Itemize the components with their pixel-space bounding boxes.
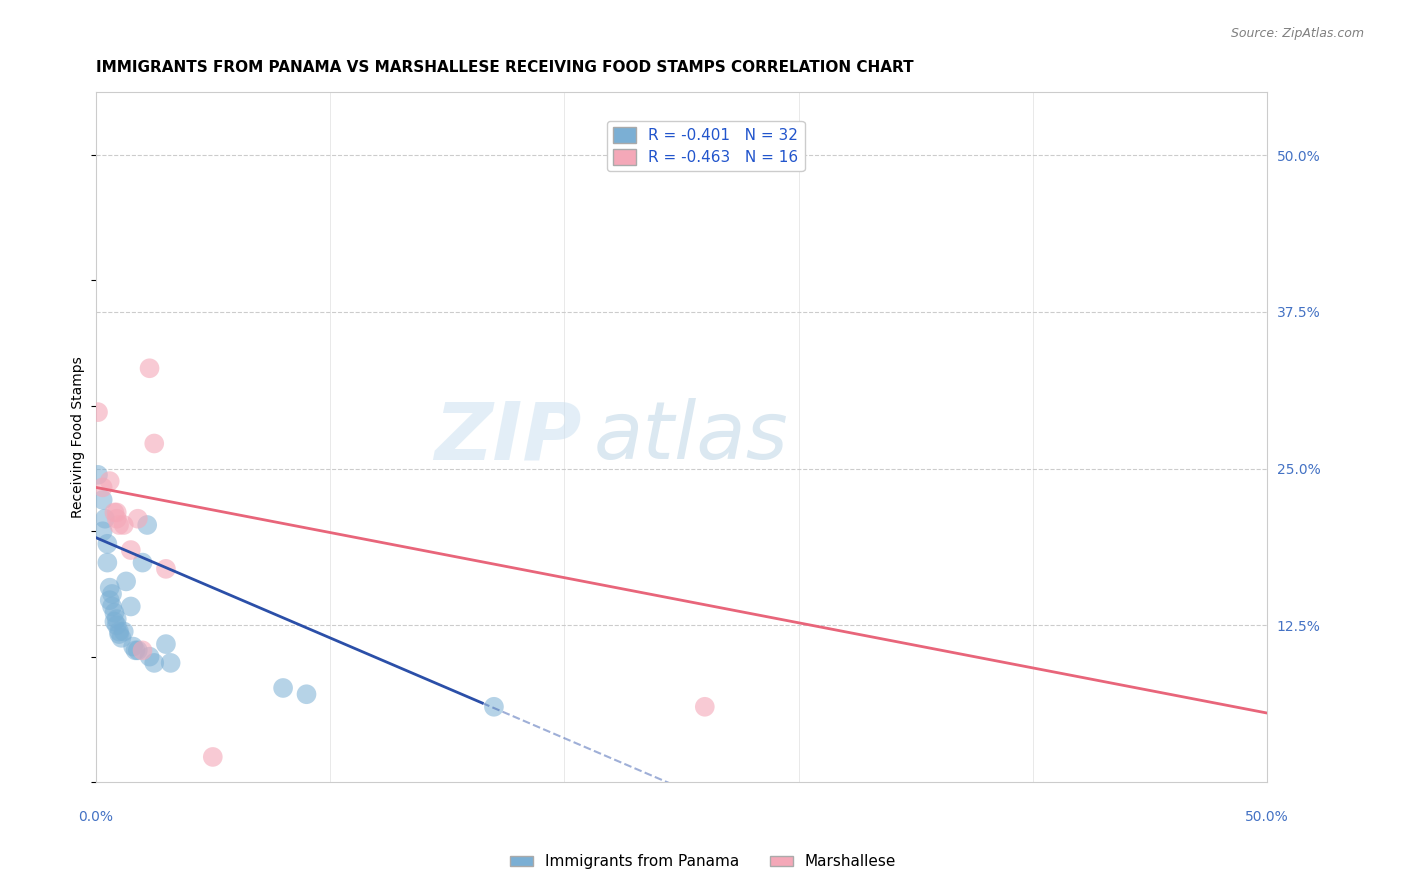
Text: IMMIGRANTS FROM PANAMA VS MARSHALLESE RECEIVING FOOD STAMPS CORRELATION CHART: IMMIGRANTS FROM PANAMA VS MARSHALLESE RE… <box>96 60 914 75</box>
Point <box>105 505 128 519</box>
Point <box>138 361 160 376</box>
Point <box>131 556 153 570</box>
Point <box>131 643 153 657</box>
Point <box>201 750 224 764</box>
Point <box>98 593 121 607</box>
Point <box>87 405 110 419</box>
Text: 0.0%: 0.0% <box>79 810 112 823</box>
Text: atlas: atlas <box>593 398 789 476</box>
Point <box>108 627 131 641</box>
Point <box>271 681 294 695</box>
Point <box>103 606 125 620</box>
Point <box>143 436 166 450</box>
Point <box>693 699 716 714</box>
Text: ZIP: ZIP <box>434 398 582 476</box>
Point <box>103 505 125 519</box>
Text: 50.0%: 50.0% <box>1246 810 1289 823</box>
Point <box>127 643 149 657</box>
Legend: Immigrants from Panama, Marshallese: Immigrants from Panama, Marshallese <box>503 848 903 875</box>
Point <box>87 467 110 482</box>
Point <box>105 512 128 526</box>
Point <box>101 599 124 614</box>
Point <box>94 512 117 526</box>
Point <box>143 656 166 670</box>
Point <box>155 637 177 651</box>
Point <box>96 537 118 551</box>
Text: Source: ZipAtlas.com: Source: ZipAtlas.com <box>1230 27 1364 40</box>
Point <box>112 624 135 639</box>
Point <box>112 518 135 533</box>
Point <box>120 599 142 614</box>
Point <box>115 574 138 589</box>
Point <box>136 518 159 533</box>
Point <box>110 631 132 645</box>
Point <box>98 474 121 488</box>
Point <box>482 699 505 714</box>
Point <box>155 562 177 576</box>
Point <box>159 656 181 670</box>
Point <box>108 624 131 639</box>
Point <box>138 649 160 664</box>
Point <box>91 492 114 507</box>
Point <box>124 643 146 657</box>
Point <box>101 587 124 601</box>
Point <box>120 543 142 558</box>
Point <box>105 612 128 626</box>
Y-axis label: Receiving Food Stamps: Receiving Food Stamps <box>72 356 86 518</box>
Point <box>103 615 125 629</box>
Point <box>108 518 131 533</box>
Point <box>96 556 118 570</box>
Legend: R = -0.401   N = 32, R = -0.463   N = 16: R = -0.401 N = 32, R = -0.463 N = 16 <box>607 120 804 171</box>
Point <box>295 687 318 701</box>
Point <box>127 512 149 526</box>
Point <box>105 618 128 632</box>
Point <box>122 640 145 654</box>
Point <box>98 581 121 595</box>
Point <box>91 480 114 494</box>
Point <box>91 524 114 539</box>
